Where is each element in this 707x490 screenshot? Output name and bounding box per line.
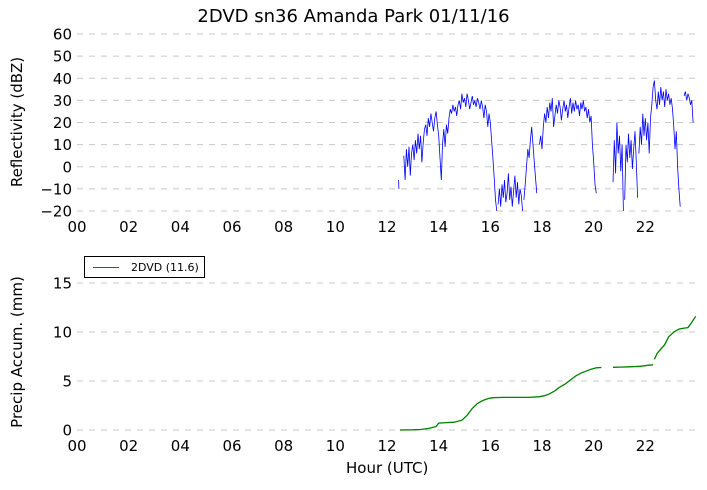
legend: 2DVD (11.6) (84, 256, 205, 278)
precip-ytick-label: 10 (53, 324, 72, 342)
reflectivity-ytick-label: 10 (53, 136, 72, 154)
reflectivity-xtick-label: 02 (119, 218, 138, 236)
precip-xtick-label: 02 (119, 437, 138, 455)
precip-xtick-label: 20 (584, 437, 603, 455)
precip-xtick-label: 14 (429, 437, 448, 455)
precip-xtick-label: 16 (481, 437, 500, 455)
reflectivity-xtick-label: 16 (481, 218, 500, 236)
precip-xtick-label: 10 (326, 437, 345, 455)
precip-xtick-label: 22 (636, 437, 655, 455)
precip-xtick-label: 06 (222, 437, 241, 455)
reflectivity-series-line (539, 98, 597, 194)
precip-series-line (612, 364, 654, 368)
legend-line-swatch (93, 266, 119, 268)
reflectivity-xtick-label: 12 (377, 218, 396, 236)
precip-ytick-label: 15 (53, 275, 72, 293)
reflectivity-series-line (523, 126, 538, 200)
reflectivity-xtick-label: 00 (67, 218, 86, 236)
legend-label: 2DVD (11.6) (131, 260, 199, 274)
precip-xtick-label: 00 (67, 437, 86, 455)
reflectivity-xtick-label: 10 (326, 218, 345, 236)
reflectivity-axis-label: Reflectivity (dBZ) (8, 56, 27, 188)
precip-axis-label: Precip Accum. (mm) (7, 276, 26, 428)
precip-xtick-label: 12 (377, 437, 396, 455)
reflectivity-series-line (612, 122, 624, 212)
precip-xtick-label: 04 (171, 437, 190, 455)
reflectivity-series-line (683, 91, 694, 123)
precip-xtick-label: 18 (532, 437, 551, 455)
reflectivity-series-line (403, 93, 498, 212)
reflectivity-xtick-label: 20 (584, 218, 603, 236)
reflectivity-xtick-label: 08 (274, 218, 293, 236)
reflectivity-ytick-label: 30 (53, 92, 72, 110)
reflectivity-xtick-label: 22 (636, 218, 655, 236)
reflectivity-ytick-label: −10 (40, 180, 72, 198)
reflectivity-ytick-label: 20 (53, 114, 72, 132)
reflectivity-xtick-label: 18 (532, 218, 551, 236)
reflectivity-ytick-label: 60 (53, 26, 72, 44)
precip-ytick-label: 5 (62, 373, 72, 391)
precip-xtick-label: 08 (274, 437, 293, 455)
reflectivity-ytick-label: 0 (62, 158, 72, 176)
reflectivity-series-line (497, 173, 523, 212)
precip-ytick-label: 0 (62, 422, 72, 440)
chart-title: 2DVD sn36 Amanda Park 01/11/16 (197, 6, 510, 27)
reflectivity-xtick-label: 14 (429, 218, 448, 236)
reflectivity-series-line (624, 131, 638, 200)
precip-series-line (399, 366, 602, 431)
precip-series-line (653, 315, 697, 360)
reflectivity-ytick-label: 40 (53, 70, 72, 88)
reflectivity-xtick-label: 06 (222, 218, 241, 236)
hour-axis-label: Hour (UTC) (346, 459, 429, 477)
reflectivity-ytick-label: 50 (53, 48, 72, 66)
reflectivity-ytick-label: −20 (40, 203, 72, 221)
reflectivity-xtick-label: 04 (171, 218, 190, 236)
reflectivity-series-line (638, 80, 681, 207)
